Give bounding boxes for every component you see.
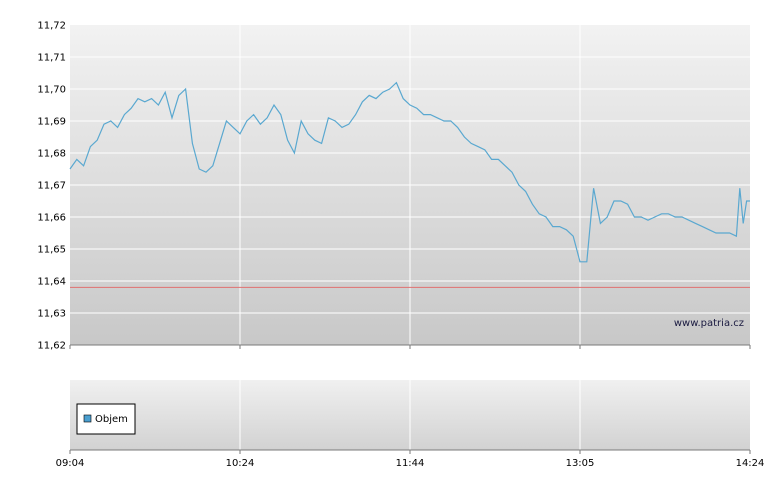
volume-legend: Objem: [76, 403, 136, 435]
y-tick-label: 11,69: [37, 117, 66, 128]
y-tick-label: 11,67: [37, 181, 66, 192]
price-vertical-gridlines: [239, 25, 581, 345]
y-tick-label: 11,65: [37, 245, 66, 256]
x-tick-label: 13:05: [566, 458, 595, 469]
y-axis-tick-labels: 11,72 11,71 11,70 11,69 11,68 11,67 11,66 11,65…: [37, 21, 66, 352]
x-tick-label: 14:24: [736, 458, 765, 469]
volume-x-tick-marks: [69, 450, 751, 454]
watermark: www.patria.cz: [674, 318, 744, 329]
volume-plot: Objem: [69, 380, 751, 454]
legend-label: Objem: [95, 414, 128, 425]
y-tick-label: 11,68: [37, 149, 66, 160]
y-tick-label: 11,63: [37, 309, 66, 320]
x-tick-label: 10:24: [226, 458, 255, 469]
y-tick-label: 11,66: [37, 213, 66, 224]
y-tick-label: 11,70: [37, 85, 66, 96]
y-tick-label: 11,72: [37, 21, 66, 32]
y-tick-label: 11,62: [37, 341, 66, 352]
price-plot: 11,72 11,71 11,70 11,69 11,68 11,67 11,66 11,65…: [37, 21, 751, 352]
y-tick-label: 11,64: [37, 277, 66, 288]
price-series-line: [69, 81, 750, 263]
x-tick-label: 09:04: [56, 458, 85, 469]
price-x-tick-marks: [69, 345, 751, 349]
volume-vertical-gridlines: [239, 380, 581, 450]
x-tick-label: 11:44: [396, 458, 425, 469]
y-tick-label: 11,71: [37, 53, 66, 64]
x-axis-tick-labels: 09:04 10:24 11:44 13:05 14:24: [56, 458, 765, 469]
legend-swatch: [83, 414, 92, 423]
